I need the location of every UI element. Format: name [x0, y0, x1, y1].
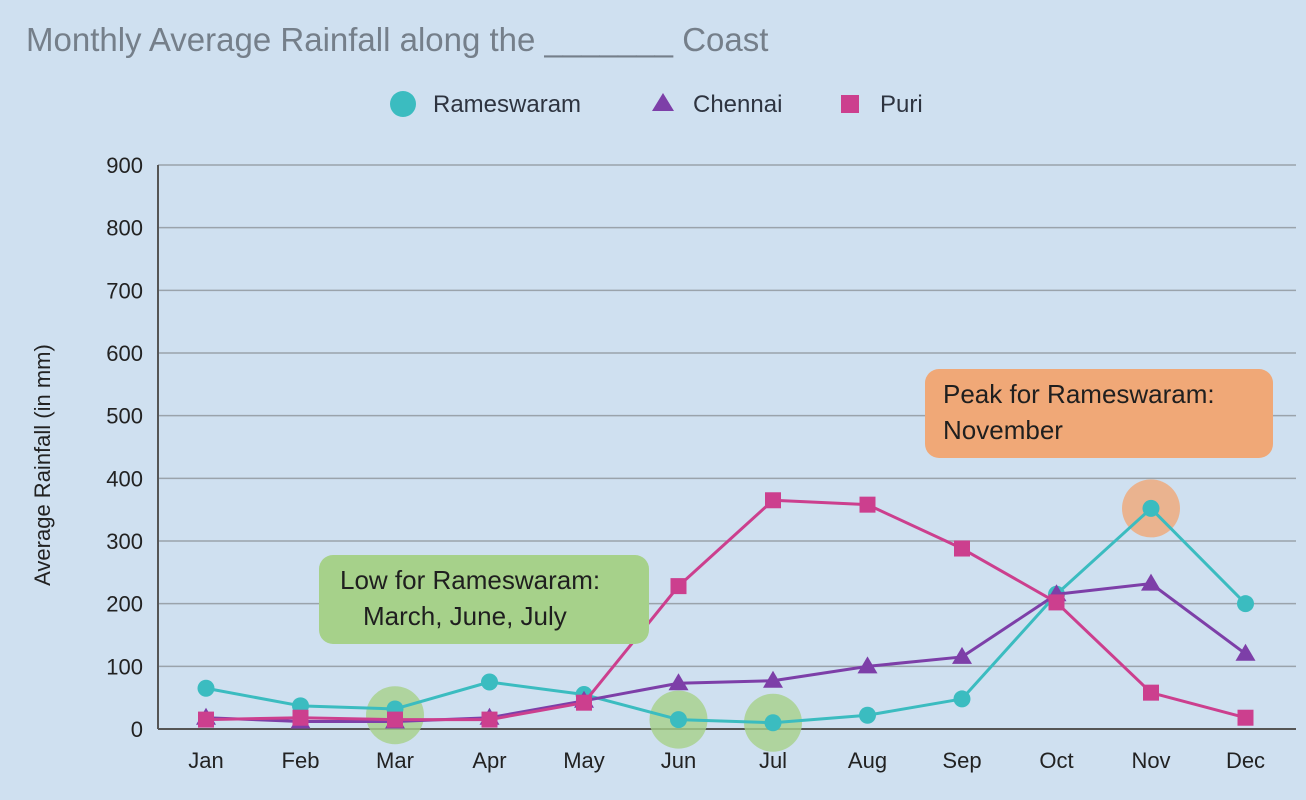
y-tick-label-400: 400 — [106, 466, 143, 491]
point-puri-jun — [670, 578, 687, 595]
line-rameswaram — [205, 506, 1247, 725]
annotation-peak: Peak for Rameswaram: November — [925, 369, 1273, 458]
y-tick-label-100: 100 — [106, 654, 143, 679]
y-tick-label-300: 300 — [106, 529, 143, 554]
x-tick-label-nov: Nov — [1131, 748, 1170, 773]
legend-marker-puri — [841, 95, 859, 113]
point-puri-may — [576, 694, 592, 711]
legend-marker-chennai — [652, 93, 674, 111]
y-tick-label-600: 600 — [106, 341, 143, 366]
point-rameswaram-jun — [670, 711, 687, 729]
point-puri-feb — [292, 709, 309, 726]
point-puri-nov — [1143, 684, 1159, 701]
point-chennai-jun — [668, 673, 689, 691]
point-rameswaram-jan — [197, 679, 215, 697]
point-rameswaram-nov — [1142, 499, 1160, 517]
x-tick-label-jul: Jul — [759, 748, 787, 773]
legend-label-rameswaram: Rameswaram — [433, 91, 581, 118]
point-rameswaram-aug — [859, 706, 876, 724]
point-puri-oct — [1048, 594, 1065, 611]
point-rameswaram-dec — [1237, 595, 1254, 613]
annotation-peak-line-1: Peak for Rameswaram: — [943, 379, 1215, 409]
point-chennai-sep — [952, 646, 972, 664]
chart-title: Monthly Average Rainfall along the _____… — [26, 21, 768, 58]
x-tick-label-feb: Feb — [282, 748, 320, 773]
point-puri-apr — [481, 711, 498, 728]
annotation-peak-line-2: November — [943, 415, 1063, 445]
x-tick-label-sep: Sep — [942, 748, 981, 773]
legend-label-puri: Puri — [880, 91, 923, 118]
x-tick-label-oct: Oct — [1039, 748, 1073, 773]
x-tick-label-mar: Mar — [376, 748, 414, 773]
x-tick-label-may: May — [563, 748, 605, 773]
annotation-peak-box — [925, 369, 1273, 458]
x-tick-label-aug: Aug — [848, 748, 887, 773]
annotations: Low for Rameswaram: March, June, July Peak… — [319, 369, 1273, 644]
point-puri-dec — [1237, 709, 1254, 726]
point-rameswaram-jul — [764, 714, 782, 732]
line-chennai — [205, 582, 1247, 723]
point-puri-aug — [859, 496, 876, 513]
y-tick-label-700: 700 — [106, 278, 143, 303]
point-rameswaram-sep — [953, 690, 971, 708]
line-puri — [205, 498, 1246, 722]
point-puri-jan — [198, 711, 214, 728]
legend: Rameswaram Chennai Puri — [390, 91, 923, 118]
series-puri — [198, 492, 1254, 728]
y-tick-label-800: 800 — [106, 216, 143, 241]
legend-label-chennai: Chennai — [693, 91, 782, 118]
x-tick-label-dec: Dec — [1226, 748, 1265, 773]
y-ticks: 0 100 200 300 400 500 600 700 800 900 — [106, 153, 143, 742]
point-chennai-aug — [857, 656, 878, 674]
point-puri-jul — [765, 492, 781, 509]
x-ticks: Jan Feb Mar Apr May Jun Jul Aug Sep Oct Nov Dec — [188, 748, 1265, 773]
point-puri-sep — [954, 540, 970, 557]
point-chennai-jul — [763, 670, 783, 688]
y-tick-label-500: 500 — [106, 404, 143, 429]
x-tick-label-jan: Jan — [188, 748, 223, 773]
y-tick-label-0: 0 — [131, 717, 143, 742]
x-tick-label-apr: Apr — [472, 748, 506, 773]
y-axis-label: Average Rainfall (in mm) — [30, 344, 55, 586]
point-puri-mar — [387, 711, 403, 728]
point-chennai-nov — [1141, 573, 1161, 591]
y-tick-label-900: 900 — [106, 153, 143, 178]
point-chennai-dec — [1235, 643, 1256, 661]
y-tick-label-200: 200 — [106, 592, 143, 617]
point-rameswaram-apr — [481, 673, 498, 691]
annotation-low-line-1: Low for Rameswaram: — [340, 565, 600, 595]
x-tick-label-jun: Jun — [661, 748, 696, 773]
legend-marker-rameswaram — [390, 91, 416, 117]
annotation-low-box — [319, 555, 649, 644]
annotation-low: Low for Rameswaram: March, June, July — [319, 555, 649, 644]
series-group — [196, 492, 1256, 732]
annotation-low-line-2: March, June, July — [363, 601, 567, 631]
